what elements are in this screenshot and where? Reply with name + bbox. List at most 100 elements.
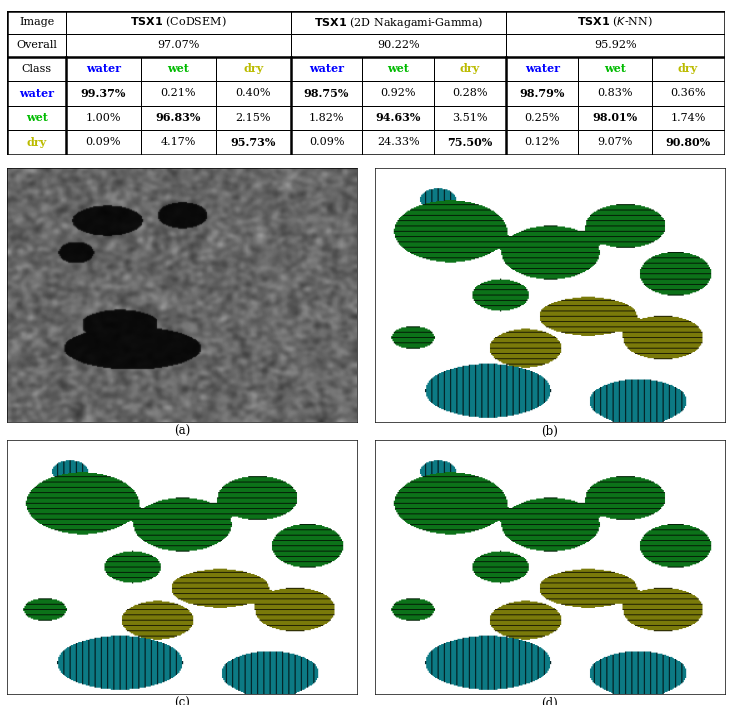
Bar [651,56,725,81]
Bar [66,34,291,56]
Bar [66,56,141,81]
Text: 98.75%: 98.75% [304,88,349,99]
Text: water: water [19,88,54,99]
Bar [7,81,66,106]
Bar [651,81,725,106]
Text: dry: dry [678,63,698,75]
Text: 24.33%: 24.33% [377,137,419,147]
Bar [506,34,725,56]
Text: 97.07%: 97.07% [157,40,200,50]
Bar [578,81,651,106]
Bar [66,11,291,34]
Text: 99.37%: 99.37% [81,88,126,99]
Text: dry: dry [460,63,480,75]
Text: 0.21%: 0.21% [160,88,196,99]
Bar [141,81,216,106]
Text: 98.79%: 98.79% [520,88,565,99]
Bar [362,56,434,81]
Text: 98.01%: 98.01% [592,113,638,123]
Bar [651,106,725,130]
Bar [291,34,506,56]
X-axis label: (a): (a) [174,425,190,438]
Text: 0.09%: 0.09% [86,137,122,147]
Text: 9.07%: 9.07% [597,137,632,147]
Bar [578,106,651,130]
Text: wet: wet [387,63,409,75]
Bar [66,81,141,106]
Bar [216,106,291,130]
Text: $\mathbf{TSX1}$ (CoDSEM): $\mathbf{TSX1}$ (CoDSEM) [130,15,227,30]
Text: 1.74%: 1.74% [671,113,706,123]
Text: 0.25%: 0.25% [524,113,560,123]
Bar [291,106,362,130]
Bar [141,130,216,154]
Text: Image: Image [19,17,54,27]
Text: 1.00%: 1.00% [86,113,122,123]
Text: water: water [309,63,344,75]
Bar [434,130,506,154]
Text: wet: wet [604,63,626,75]
Text: 75.50%: 75.50% [447,137,493,148]
Bar [506,106,578,130]
Bar [506,56,578,81]
Text: 0.12%: 0.12% [524,137,560,147]
Bar [506,130,578,154]
Bar [434,56,506,81]
Text: 2.15%: 2.15% [236,113,271,123]
X-axis label: (b): (b) [541,425,559,438]
Text: 0.92%: 0.92% [381,88,416,99]
Bar [7,34,66,56]
Text: water: water [525,63,559,75]
X-axis label: (d): (d) [542,697,558,705]
Bar [578,56,651,81]
Bar [7,56,66,81]
Text: water: water [86,63,121,75]
Text: 94.63%: 94.63% [376,113,421,123]
Bar [291,81,362,106]
Bar [7,11,66,34]
Text: 0.36%: 0.36% [671,88,706,99]
Bar [7,130,66,154]
Bar [141,106,216,130]
Text: $\mathbf{TSX1}$ ($K$-NN): $\mathbf{TSX1}$ ($K$-NN) [578,15,653,30]
Text: 0.40%: 0.40% [236,88,271,99]
X-axis label: (c): (c) [174,697,190,705]
Text: wet: wet [168,63,190,75]
Text: dry: dry [26,137,47,148]
Text: 0.28%: 0.28% [452,88,488,99]
Text: 90.80%: 90.80% [665,137,711,148]
Bar [362,130,434,154]
Text: 4.17%: 4.17% [161,137,196,147]
Bar [7,106,66,130]
Text: 96.83%: 96.83% [156,113,201,123]
Bar [291,56,362,81]
Bar [216,130,291,154]
Bar [651,130,725,154]
Text: 0.83%: 0.83% [597,88,632,99]
Text: Class: Class [22,64,52,74]
Text: 1.82%: 1.82% [309,113,344,123]
Bar [66,130,141,154]
Bar [216,56,291,81]
Bar [216,81,291,106]
Bar [434,106,506,130]
Text: 0.09%: 0.09% [309,137,344,147]
Text: Overall: Overall [16,40,57,50]
Text: 3.51%: 3.51% [452,113,488,123]
Text: $\mathbf{TSX1}$ (2D Nakagami-Gamma): $\mathbf{TSX1}$ (2D Nakagami-Gamma) [313,15,483,30]
Bar [362,81,434,106]
Bar [291,11,506,34]
Text: 95.92%: 95.92% [594,40,637,50]
Bar [291,130,362,154]
Bar [434,81,506,106]
Bar [66,106,141,130]
Text: wet: wet [26,113,48,123]
Text: dry: dry [243,63,264,75]
Text: 95.73%: 95.73% [231,137,276,148]
Bar [362,106,434,130]
Text: 90.22%: 90.22% [377,40,419,50]
Bar [141,56,216,81]
Bar [506,81,578,106]
Bar [506,11,725,34]
Bar [578,130,651,154]
